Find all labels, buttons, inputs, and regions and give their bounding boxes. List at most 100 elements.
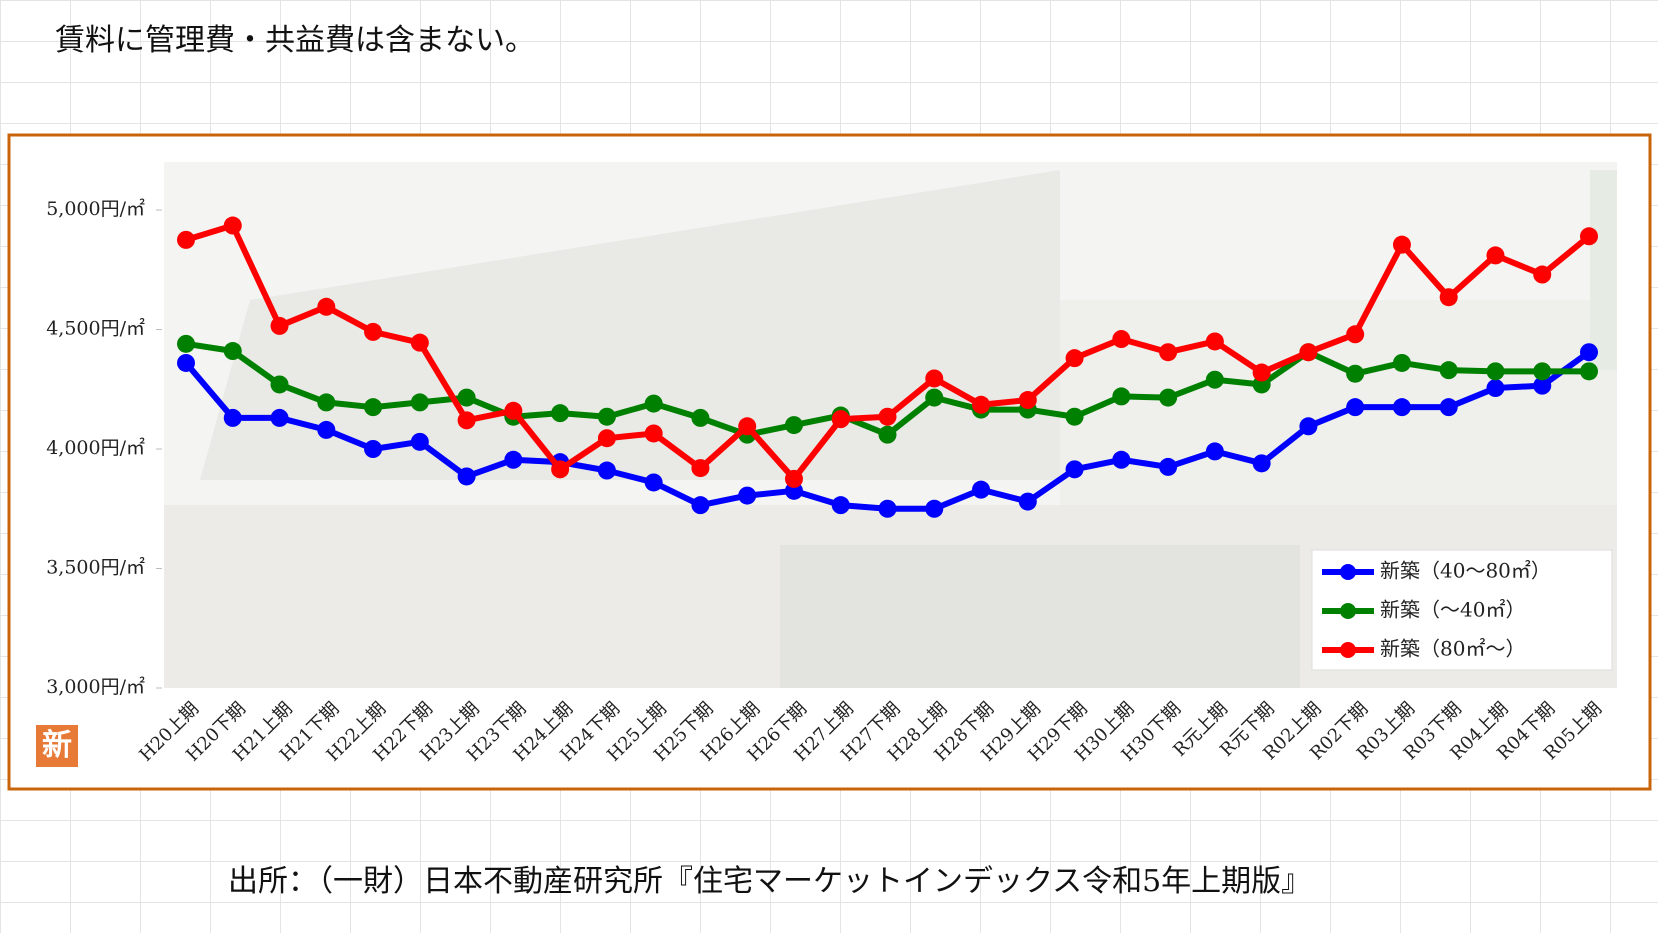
data-point — [1252, 363, 1271, 382]
data-point — [270, 408, 289, 427]
data-point — [317, 420, 336, 439]
data-point — [1346, 398, 1365, 417]
data-point — [410, 333, 429, 352]
data-point — [1392, 353, 1411, 372]
data-point — [878, 499, 897, 518]
data-point — [1205, 370, 1224, 389]
data-point — [504, 450, 523, 469]
data-point — [691, 496, 710, 515]
data-point — [317, 297, 336, 316]
data-point — [177, 334, 195, 353]
data-point — [317, 393, 336, 412]
data-point — [1439, 361, 1458, 380]
data-point — [1533, 362, 1552, 381]
data-point — [1392, 235, 1411, 254]
data-point — [1112, 450, 1131, 469]
data-point — [691, 408, 710, 427]
data-point — [1439, 288, 1458, 307]
legend-label: 新築（80㎡～） — [1380, 637, 1525, 661]
data-point — [1580, 343, 1598, 362]
data-point — [1065, 349, 1084, 368]
data-point — [738, 486, 757, 505]
badge — [36, 725, 78, 767]
data-point — [551, 404, 570, 423]
data-point — [1299, 417, 1318, 436]
data-point — [270, 375, 289, 394]
data-point — [1486, 362, 1505, 381]
data-point — [1205, 442, 1224, 461]
data-point — [1486, 379, 1505, 398]
data-point — [597, 407, 616, 426]
source: 出所：（一財）日本不動産研究所『住宅マーケットインデックス令和5年上期版』 — [228, 864, 1311, 899]
data-point — [1533, 265, 1552, 284]
data-point — [1205, 332, 1224, 351]
data-point — [177, 353, 195, 372]
y-tick-label: 4,000円/㎡ — [46, 436, 145, 459]
data-point — [1580, 362, 1598, 381]
data-point — [1299, 343, 1318, 362]
data-point — [1159, 457, 1178, 476]
data-point — [597, 461, 616, 480]
data-point — [1439, 398, 1458, 417]
data-point — [1065, 460, 1084, 479]
data-point — [1112, 387, 1131, 406]
data-point — [457, 467, 476, 486]
data-point — [1159, 388, 1178, 407]
data-point — [878, 407, 897, 426]
note: 賃料に管理費・共益費は含まない。 — [55, 23, 535, 58]
data-point — [1392, 398, 1411, 417]
data-point — [644, 473, 663, 492]
y-tick-label: 3,000円/㎡ — [46, 675, 145, 698]
data-point — [644, 394, 663, 413]
data-point — [1018, 391, 1037, 410]
data-point — [364, 398, 383, 417]
data-point — [738, 417, 757, 436]
data-point — [223, 408, 242, 427]
y-tick-label: 4,500円/㎡ — [46, 317, 145, 340]
data-point — [1159, 343, 1178, 362]
data-point — [972, 395, 991, 414]
data-point — [504, 401, 523, 420]
legend-marker — [1340, 642, 1356, 658]
data-point — [551, 460, 570, 479]
data-point — [597, 429, 616, 448]
data-point — [1346, 364, 1365, 383]
data-point — [270, 316, 289, 335]
data-point — [177, 230, 195, 249]
data-point — [223, 342, 242, 361]
legend-marker — [1340, 564, 1356, 580]
data-point — [364, 440, 383, 458]
data-point — [223, 216, 242, 235]
data-point — [457, 388, 476, 407]
data-point — [878, 425, 897, 444]
data-point — [972, 480, 991, 499]
data-point — [1580, 227, 1598, 246]
y-tick-label: 5,000円/㎡ — [46, 197, 145, 220]
data-point — [784, 416, 803, 435]
data-point — [1533, 376, 1552, 395]
y-tick-label: 3,500円/㎡ — [46, 556, 145, 579]
data-point — [644, 424, 663, 443]
legend-marker — [1340, 603, 1356, 619]
data-point — [784, 469, 803, 488]
legend-label: 新築（40～80㎡） — [1380, 559, 1551, 583]
data-point — [1018, 492, 1037, 511]
data-point — [1486, 246, 1505, 265]
data-point — [1065, 407, 1084, 426]
data-point — [457, 411, 476, 430]
data-point — [925, 499, 944, 518]
data-point — [364, 322, 383, 341]
badge-text: 新 — [42, 728, 72, 763]
data-point — [691, 459, 710, 478]
data-point — [1346, 325, 1365, 344]
data-point — [1112, 330, 1131, 349]
data-point — [1252, 454, 1271, 473]
data-point — [925, 388, 944, 407]
data-point — [831, 410, 850, 429]
data-point — [410, 432, 429, 451]
data-point — [925, 369, 944, 388]
data-point — [410, 393, 429, 412]
legend-label: 新築（～40㎡） — [1380, 598, 1525, 622]
